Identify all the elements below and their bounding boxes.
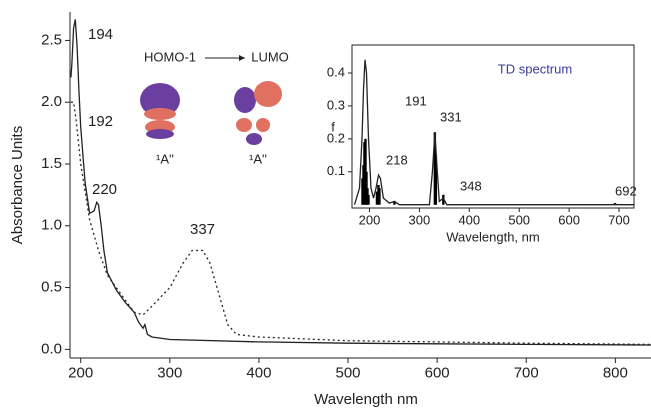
y-tick-label: 1.5 bbox=[41, 155, 62, 172]
lobe bbox=[236, 118, 252, 132]
inset-title: TD spectrum bbox=[498, 61, 572, 76]
x-tick-label: 500 bbox=[508, 213, 530, 228]
peak-label: 348 bbox=[460, 178, 482, 193]
inset-frame bbox=[351, 44, 635, 209]
oscillator-stick bbox=[375, 191, 379, 205]
arrow-head bbox=[239, 55, 245, 61]
oscillator-stick bbox=[442, 194, 445, 205]
lobe bbox=[256, 118, 270, 132]
spectrum-line bbox=[70, 101, 651, 346]
lobe bbox=[144, 108, 176, 120]
orbital-illustration: HOMO-1 LUMO ¹A'' ¹A'' bbox=[140, 49, 289, 166]
y-tick-label: 2.5 bbox=[41, 31, 62, 48]
oscillator-stick bbox=[378, 188, 381, 205]
x-tick-label: 200 bbox=[68, 364, 93, 381]
lobe bbox=[140, 83, 180, 117]
x-tick-label: 600 bbox=[558, 213, 580, 228]
peak-label: 692 bbox=[615, 183, 637, 198]
symmetry-label: ¹A'' bbox=[249, 151, 267, 166]
y-tick-label: 2.0 bbox=[41, 93, 62, 110]
y-tick-label: 0.3 bbox=[327, 97, 345, 112]
oscillator-stick bbox=[613, 203, 617, 205]
y-tick-label: 0.2 bbox=[327, 130, 345, 145]
y-axis-title: f bbox=[331, 119, 335, 134]
y-tick-label: 0.4 bbox=[327, 64, 345, 79]
x-tick-label: 300 bbox=[157, 364, 182, 381]
oscillator-stick bbox=[393, 201, 396, 205]
peak-label: 218 bbox=[386, 152, 408, 167]
oscillator-stick bbox=[365, 171, 368, 205]
x-tick-label: 700 bbox=[514, 364, 539, 381]
lobe bbox=[246, 133, 262, 145]
oscillator-stick bbox=[367, 194, 370, 205]
x-tick-label: 400 bbox=[458, 213, 480, 228]
y-tick-label: 0.0 bbox=[41, 340, 62, 357]
envelope-line bbox=[353, 59, 634, 206]
x-tick-label: 500 bbox=[336, 364, 361, 381]
x-tick-label: 700 bbox=[608, 213, 630, 228]
peak-label: 220 bbox=[92, 181, 117, 198]
y-tick-label: 0.5 bbox=[41, 279, 62, 296]
x-axis-title: Wavelength nm bbox=[314, 391, 418, 408]
lobe bbox=[146, 129, 174, 139]
x-tick-label: 400 bbox=[246, 364, 271, 381]
x-tick-label: 300 bbox=[409, 213, 431, 228]
x-axis-title: Wavelength, nm bbox=[446, 229, 539, 244]
lobe bbox=[234, 87, 256, 113]
peak-label: 192 bbox=[88, 113, 113, 130]
orbital-to: LUMO bbox=[251, 49, 289, 64]
y-tick-label: 0.1 bbox=[327, 163, 345, 178]
peak-label: 194 bbox=[88, 26, 113, 43]
spectrum-line bbox=[70, 19, 651, 346]
peak-label: 337 bbox=[190, 221, 215, 238]
peak-label: 191 bbox=[405, 93, 427, 108]
symmetry-label: ¹A'' bbox=[156, 151, 174, 166]
y-tick-label: 1.0 bbox=[41, 217, 62, 234]
y-axis-title: Absorbance Units bbox=[9, 126, 26, 244]
x-tick-label: 800 bbox=[603, 364, 628, 381]
x-tick-label: 200 bbox=[359, 213, 381, 228]
lobe bbox=[254, 81, 282, 107]
peak-label: 331 bbox=[440, 109, 462, 124]
x-tick-label: 600 bbox=[425, 364, 450, 381]
orbital-from: HOMO-1 bbox=[144, 49, 196, 64]
oscillator-stick bbox=[434, 155, 438, 205]
